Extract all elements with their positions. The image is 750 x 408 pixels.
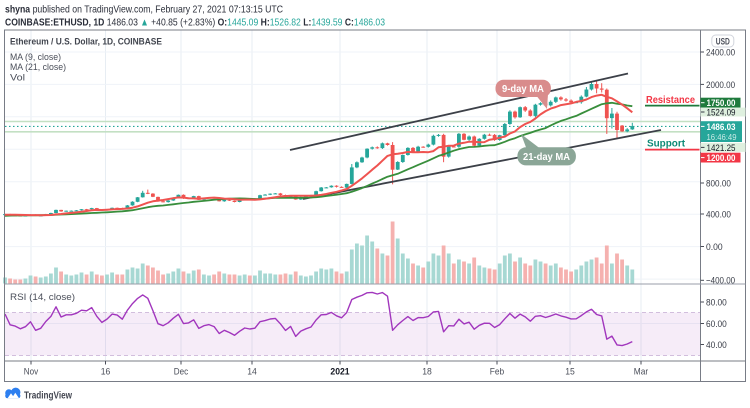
svg-text:0.00: 0.00: [706, 242, 723, 253]
svg-text:1524.09: 1524.09: [707, 107, 736, 118]
svg-text:1750.00: 1750.00: [707, 98, 736, 109]
svg-text:Nov: Nov: [24, 367, 39, 378]
svg-text:Ethereum / U.S. Dollar, 1D, CO: Ethereum / U.S. Dollar, 1D, COINBASE: [10, 37, 162, 48]
svg-text:400.00: 400.00: [706, 209, 731, 220]
svg-text:Vol: Vol: [10, 73, 25, 84]
svg-text:40.00: 40.00: [706, 340, 727, 351]
svg-text:800.00: 800.00: [706, 178, 731, 189]
svg-text:16: 16: [101, 367, 111, 378]
svg-text:MA (9, close): MA (9, close): [10, 52, 61, 63]
svg-text:9-day MA: 9-day MA: [502, 84, 544, 95]
svg-text:1421.25: 1421.25: [707, 143, 736, 154]
svg-text:MA (21, close): MA (21, close): [10, 62, 66, 73]
svg-text:14: 14: [247, 367, 257, 378]
svg-text:Dec: Dec: [174, 367, 189, 378]
svg-text:COINBASE:ETHUSD, 1D 1486.03 ▲: COINBASE:ETHUSD, 1D 1486.03 ▲ +40.85 (+2…: [5, 17, 385, 29]
svg-text:60.00: 60.00: [706, 319, 727, 330]
svg-text:80.00: 80.00: [706, 297, 727, 308]
svg-text:Support: Support: [647, 138, 685, 150]
svg-text:2000.00: 2000.00: [706, 80, 735, 91]
svg-text:TradingView: TradingView: [24, 390, 73, 402]
svg-text:Mar: Mar: [634, 367, 648, 378]
svg-text:Resistance: Resistance: [646, 94, 695, 106]
svg-text:2021: 2021: [330, 367, 350, 378]
svg-text:−400.00: −400.00: [706, 276, 735, 287]
svg-text:18: 18: [422, 367, 432, 378]
svg-text:RSI (14, close): RSI (14, close): [10, 292, 75, 303]
svg-text:1200.00: 1200.00: [707, 153, 736, 164]
svg-text:USD: USD: [716, 36, 730, 46]
svg-text:shyna published on TradingView: shyna published on TradingView.com, Febr…: [5, 4, 283, 16]
svg-text:1486.03: 1486.03: [707, 122, 736, 133]
svg-text:21-day MA: 21-day MA: [523, 152, 570, 163]
svg-text:2400.00: 2400.00: [706, 47, 735, 58]
svg-text:Feb: Feb: [490, 367, 504, 378]
svg-text:15: 15: [565, 367, 575, 378]
svg-text:16:46:49: 16:46:49: [707, 132, 737, 142]
